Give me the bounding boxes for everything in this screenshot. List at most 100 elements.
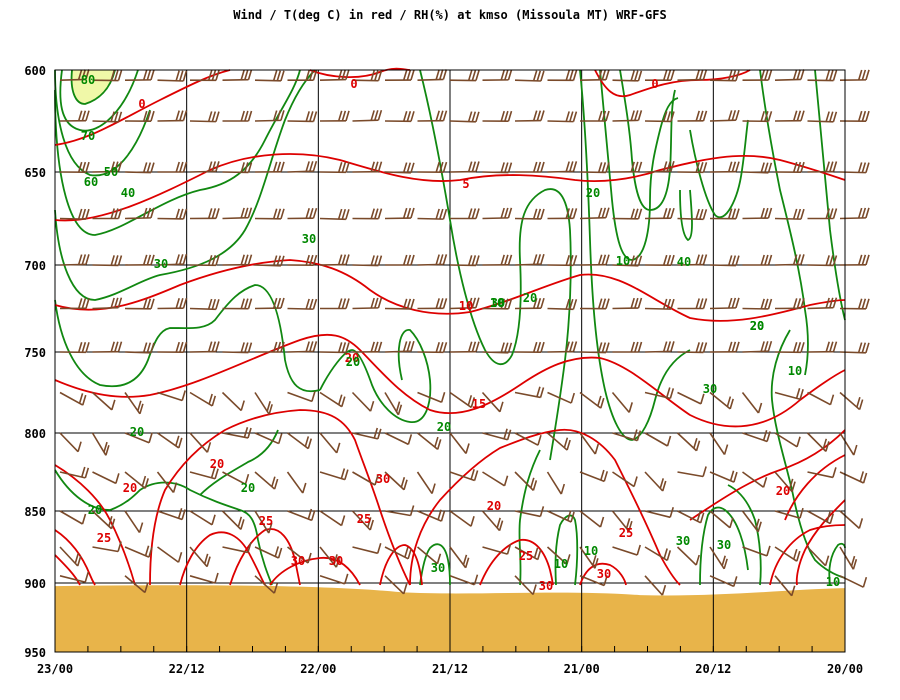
wind-barb-flag xyxy=(829,297,834,309)
wind-barb-flag xyxy=(599,516,605,528)
wind-barb-shaft xyxy=(417,78,444,81)
wind-barb-flag xyxy=(634,70,639,81)
wind-barb-flag xyxy=(182,161,188,173)
plot-frame xyxy=(54,69,846,653)
wind-barb-flag xyxy=(731,208,737,219)
wind-barb-flag xyxy=(110,208,115,219)
wind-barb-flag xyxy=(146,298,152,310)
wind-barb-flag xyxy=(727,255,733,266)
y-tick-label: 950 xyxy=(24,646,46,660)
wind-barb-shaft xyxy=(92,120,119,123)
wind-barb-flag xyxy=(540,110,545,121)
wind-barb-flag xyxy=(857,254,863,266)
wind-barb xyxy=(839,69,870,81)
wind-barb-flag xyxy=(471,70,477,81)
wind-barb-flag xyxy=(377,428,382,440)
wind-barb-flag xyxy=(702,69,708,80)
wind-barb-flag xyxy=(755,518,760,530)
wind-barb xyxy=(547,70,578,82)
wind-barb-flag xyxy=(146,342,152,353)
wind-barb xyxy=(709,208,740,220)
rh-contour xyxy=(814,69,846,321)
wind-barb xyxy=(774,341,805,354)
wind-barb xyxy=(384,575,408,595)
wind-barb-flag xyxy=(150,207,155,219)
wind-barb xyxy=(774,208,805,220)
wind-barb-flag xyxy=(735,341,740,353)
wind-barb-flag xyxy=(605,162,610,173)
wind-barb-flag xyxy=(144,582,149,593)
wind-barb-flag xyxy=(500,254,505,266)
rh-contour xyxy=(54,284,321,393)
wind-barb xyxy=(417,161,448,173)
wind-barb xyxy=(546,471,566,495)
wind-barb xyxy=(644,575,667,596)
wind-barb xyxy=(91,391,116,411)
wind-barb-flag xyxy=(247,69,253,80)
temperature-label: 20 xyxy=(487,499,501,513)
wind-barb-flag xyxy=(406,162,412,173)
wind-barb xyxy=(579,432,600,455)
chart-title: Wind / T(deg C) in red / RH(%) at kmso (… xyxy=(233,8,667,22)
temperature-label: 5 xyxy=(462,177,469,191)
wind-barb-flag xyxy=(727,110,733,121)
wind-barb-flag xyxy=(240,298,245,309)
wind-barb-flag xyxy=(345,298,350,309)
wind-barb xyxy=(741,392,763,414)
wind-barb xyxy=(806,546,830,567)
wind-barb-flag xyxy=(370,341,375,353)
wind-barb-flag xyxy=(402,110,408,122)
wind-barb-flag xyxy=(110,70,115,81)
wind-barb-shaft xyxy=(709,264,736,267)
wind-barb xyxy=(221,510,245,530)
wind-barb-flag xyxy=(114,161,119,172)
wind-barb-flag xyxy=(81,513,87,525)
wind-barb xyxy=(319,391,346,408)
wind-barb-flag xyxy=(594,558,599,569)
temperature-contour xyxy=(149,409,411,586)
wind-barb-flag xyxy=(138,522,144,533)
wind-barb-flag xyxy=(540,253,545,265)
wind-barb xyxy=(676,432,701,452)
wind-barb-flag xyxy=(566,554,571,565)
wind-barb-shaft xyxy=(287,307,314,310)
wind-barb-shaft xyxy=(189,575,216,584)
wind-barb-shaft xyxy=(612,79,639,82)
wind-barb-flag xyxy=(312,207,318,219)
wind-barb-flag xyxy=(244,254,249,265)
wind-barb-flag xyxy=(377,161,383,172)
wind-barb xyxy=(319,546,341,568)
wind-barb-flag xyxy=(792,341,798,353)
wind-barb-flag xyxy=(504,69,509,81)
wind-barb xyxy=(742,545,771,557)
wind-barb xyxy=(807,208,838,220)
wind-barb-flag xyxy=(280,255,285,267)
wind-barb xyxy=(352,109,383,122)
wind-barb-flag xyxy=(312,254,318,266)
wind-barb-flag xyxy=(731,161,737,172)
wind-barb-flag xyxy=(268,404,273,415)
wind-barb-flag xyxy=(852,559,858,570)
wind-barb-flag xyxy=(565,161,570,172)
wind-barb-flag xyxy=(500,342,505,353)
wind-barb-flag xyxy=(81,69,87,80)
wind-barb-shaft xyxy=(352,119,379,122)
wind-barb-flag xyxy=(146,207,152,219)
wind-barb-shaft xyxy=(384,575,405,595)
rh-contour xyxy=(554,514,579,586)
wind-barb-flag xyxy=(630,341,635,353)
wind-barb-shaft xyxy=(92,306,119,310)
wind-barb-flag xyxy=(439,298,444,309)
y-tick-label: 650 xyxy=(24,166,46,180)
wind-barb-flag xyxy=(402,583,408,595)
wind-barb-flag xyxy=(597,69,603,81)
wind-barb-flag xyxy=(150,254,155,266)
wind-barb-flag xyxy=(500,298,505,309)
wind-barb xyxy=(612,161,643,173)
wind-barb xyxy=(287,508,316,522)
temperature-label: 0 xyxy=(350,77,357,91)
wind-barb xyxy=(222,69,253,81)
wind-barb-flag xyxy=(117,255,123,266)
wind-barb xyxy=(320,298,350,310)
wind-barb-flag xyxy=(343,573,349,585)
